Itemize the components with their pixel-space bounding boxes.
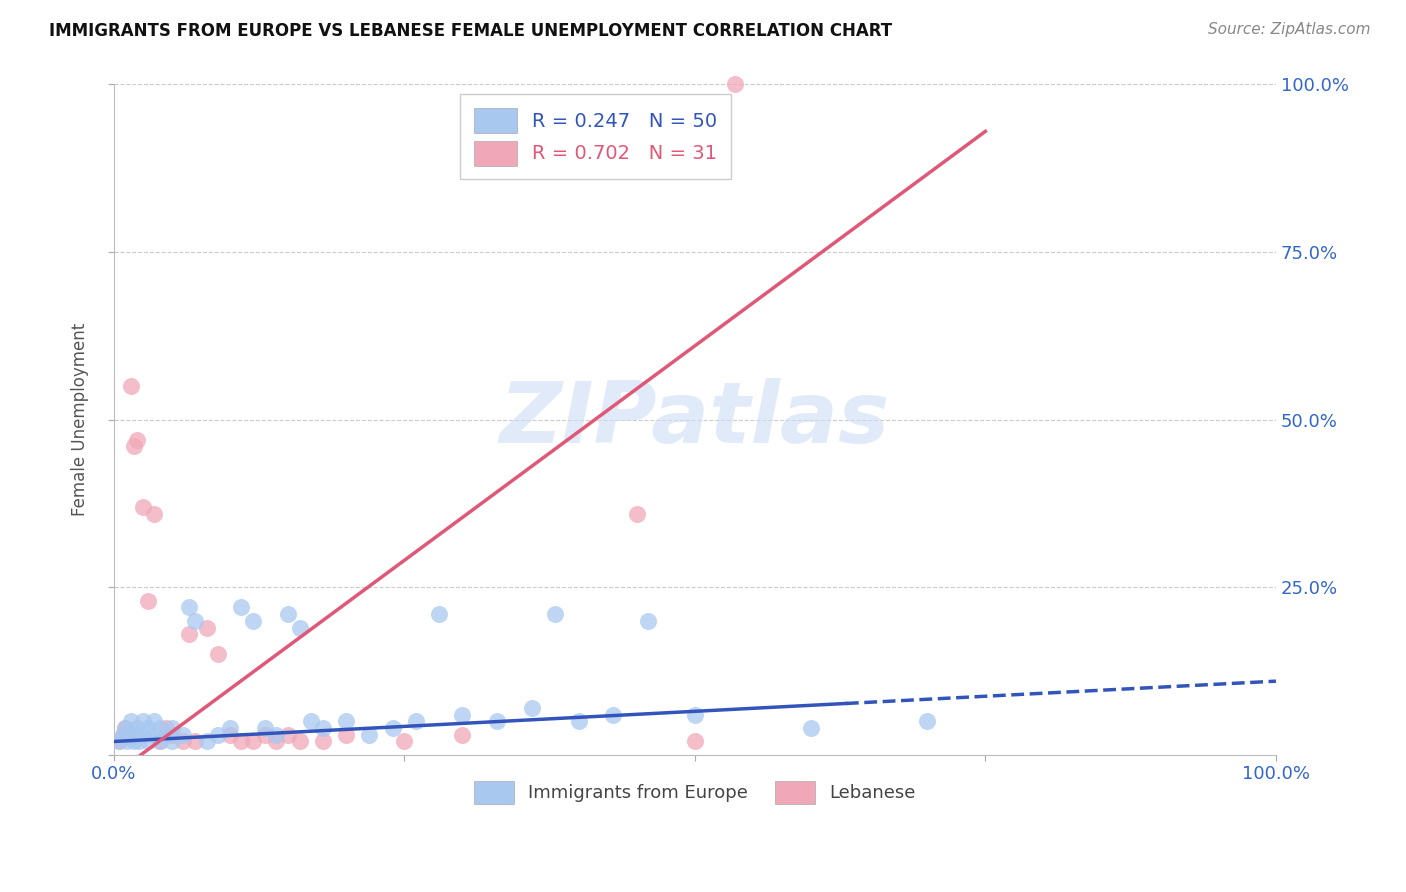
- Point: [117, 734, 139, 748]
- Point: [143, 507, 166, 521]
- Point: [177, 627, 200, 641]
- Point: [242, 734, 264, 748]
- Point: [143, 728, 166, 742]
- Point: [312, 734, 335, 748]
- Legend: Immigrants from Europe, Lebanese: Immigrants from Europe, Lebanese: [465, 772, 925, 813]
- Point: [125, 728, 148, 742]
- Point: [451, 707, 474, 722]
- Point: [544, 607, 567, 621]
- Point: [277, 728, 299, 742]
- Point: [172, 734, 194, 748]
- Point: [288, 734, 311, 748]
- Point: [683, 707, 706, 722]
- Point: [266, 734, 288, 748]
- Point: [602, 707, 624, 722]
- Point: [520, 701, 543, 715]
- Point: [637, 614, 659, 628]
- Point: [253, 728, 276, 742]
- Point: [124, 734, 146, 748]
- Point: [138, 734, 160, 748]
- Point: [124, 440, 146, 454]
- Point: [288, 620, 311, 634]
- Point: [184, 734, 207, 748]
- Text: Source: ZipAtlas.com: Source: ZipAtlas.com: [1208, 22, 1371, 37]
- Point: [111, 728, 134, 742]
- Point: [683, 734, 706, 748]
- Point: [253, 721, 276, 735]
- Point: [114, 721, 136, 735]
- Point: [117, 728, 139, 742]
- Point: [149, 734, 172, 748]
- Point: [120, 714, 142, 729]
- Point: [195, 734, 218, 748]
- Text: ZIPatlas: ZIPatlas: [499, 378, 890, 461]
- Point: [915, 714, 938, 729]
- Point: [207, 728, 229, 742]
- Point: [160, 734, 183, 748]
- Point: [120, 379, 142, 393]
- Point: [800, 721, 823, 735]
- Point: [381, 721, 404, 735]
- Point: [125, 433, 148, 447]
- Y-axis label: Female Unemployment: Female Unemployment: [72, 323, 89, 516]
- Point: [160, 728, 183, 742]
- Point: [567, 714, 589, 729]
- Text: IMMIGRANTS FROM EUROPE VS LEBANESE FEMALE UNEMPLOYMENT CORRELATION CHART: IMMIGRANTS FROM EUROPE VS LEBANESE FEMAL…: [49, 22, 893, 40]
- Point: [128, 734, 150, 748]
- Point: [131, 728, 153, 742]
- Point: [277, 607, 299, 621]
- Point: [427, 607, 450, 621]
- Point: [172, 728, 194, 742]
- Point: [231, 734, 253, 748]
- Point: [335, 728, 357, 742]
- Point: [149, 721, 172, 735]
- Point: [108, 734, 131, 748]
- Point: [111, 728, 134, 742]
- Point: [312, 721, 335, 735]
- Point: [242, 614, 264, 628]
- Point: [335, 714, 357, 729]
- Point: [207, 648, 229, 662]
- Point: [266, 728, 288, 742]
- Point: [451, 728, 474, 742]
- Point: [108, 734, 131, 748]
- Point: [131, 714, 153, 729]
- Point: [359, 728, 381, 742]
- Point: [155, 728, 177, 742]
- Point: [155, 721, 177, 735]
- Point: [131, 500, 153, 514]
- Point: [405, 714, 427, 729]
- Point: [392, 734, 415, 748]
- Point: [149, 734, 172, 748]
- Point: [138, 593, 160, 607]
- Point: [626, 507, 648, 521]
- Point: [143, 714, 166, 729]
- Point: [125, 721, 148, 735]
- Point: [177, 600, 200, 615]
- Point: [231, 600, 253, 615]
- Point: [138, 721, 160, 735]
- Point: [195, 620, 218, 634]
- Point: [724, 78, 747, 92]
- Point: [218, 728, 240, 742]
- Point: [486, 714, 509, 729]
- Point: [160, 721, 183, 735]
- Point: [218, 721, 240, 735]
- Point: [114, 721, 136, 735]
- Point: [299, 714, 322, 729]
- Point: [184, 614, 207, 628]
- Point: [120, 728, 142, 742]
